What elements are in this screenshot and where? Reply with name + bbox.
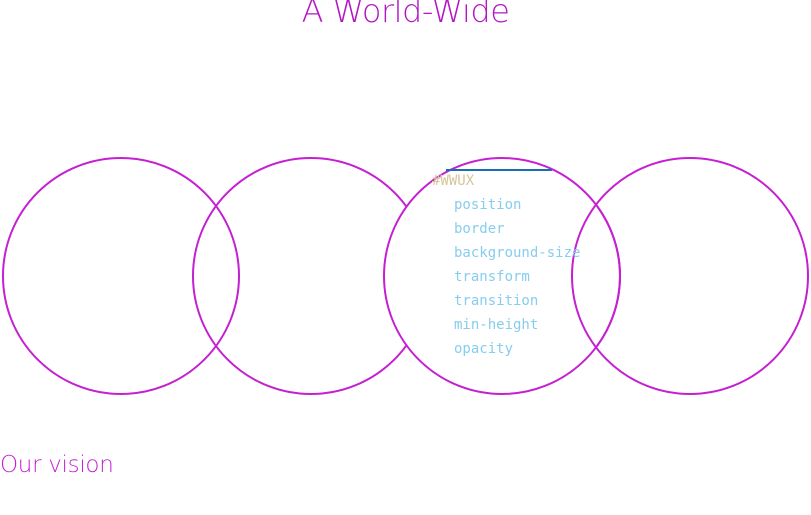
code-property-list: position border background-size transfor… bbox=[432, 193, 592, 361]
circle-1 bbox=[2, 157, 240, 395]
code-property: border bbox=[454, 221, 505, 237]
code-property: opacity bbox=[454, 341, 514, 357]
code-property: min-height bbox=[454, 317, 539, 333]
page-title: A World-Wide bbox=[301, 0, 510, 30]
circle-4 bbox=[571, 157, 809, 395]
code-property: transition bbox=[454, 293, 539, 309]
code-property: position bbox=[454, 197, 522, 213]
section-title-vision: Our vision bbox=[0, 452, 114, 478]
code-property: transform bbox=[454, 269, 530, 285]
code-property: background-size bbox=[454, 245, 581, 261]
code-selector: #WWUX bbox=[432, 173, 475, 189]
code-panel: #WWUX position border background-size tr… bbox=[432, 168, 592, 361]
circle-3-arc bbox=[596, 205, 621, 347]
code-rule-line bbox=[446, 169, 552, 171]
